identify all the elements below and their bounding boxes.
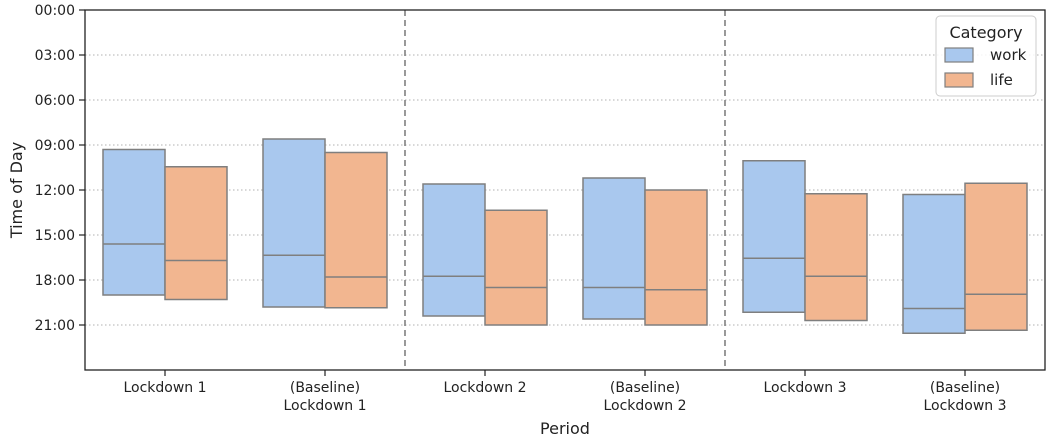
legend-swatch-life [944, 72, 974, 88]
x-tick-label: Lockdown 1 [283, 398, 366, 414]
x-tick-label: (Baseline) [610, 380, 680, 396]
x-tick-label: Lockdown 3 [923, 398, 1006, 414]
y-tick-label: 18:00 [35, 273, 75, 289]
box-life [484, 209, 548, 326]
box-work [262, 138, 326, 308]
legend: Category work life [935, 15, 1037, 97]
x-tick-label: (Baseline) [930, 380, 1000, 396]
box-life [164, 166, 228, 301]
box-work [902, 193, 966, 334]
legend-swatch-work [944, 47, 974, 63]
box-life [644, 189, 708, 326]
x-tick-label: Lockdown 1 [123, 380, 206, 396]
y-tick-label: 15:00 [35, 228, 75, 244]
legend-label-life: life [990, 71, 1013, 89]
y-tick-label: 12:00 [35, 183, 75, 199]
box-work [742, 160, 806, 313]
box-life [964, 182, 1028, 331]
box-life [324, 151, 388, 309]
y-tick-label: 21:00 [35, 318, 75, 334]
x-tick-label: Lockdown 3 [763, 380, 846, 396]
x-tick-label: Lockdown 2 [443, 380, 526, 396]
box-life [804, 193, 868, 322]
box-work [582, 177, 646, 320]
x-tick-label: Lockdown 2 [603, 398, 686, 414]
y-axis-title: Time of Day [7, 142, 26, 239]
x-axis-title: Period [540, 419, 590, 438]
y-tick-label: 06:00 [35, 93, 75, 109]
y-tick-label: 09:00 [35, 138, 75, 154]
x-tick-label: (Baseline) [290, 380, 360, 396]
y-tick-label: 03:00 [35, 48, 75, 64]
box-work [102, 148, 166, 296]
box-work [422, 183, 486, 317]
y-tick-label: 00:00 [35, 3, 75, 19]
legend-label-work: work [990, 46, 1027, 64]
legend-title: Category [949, 23, 1022, 42]
